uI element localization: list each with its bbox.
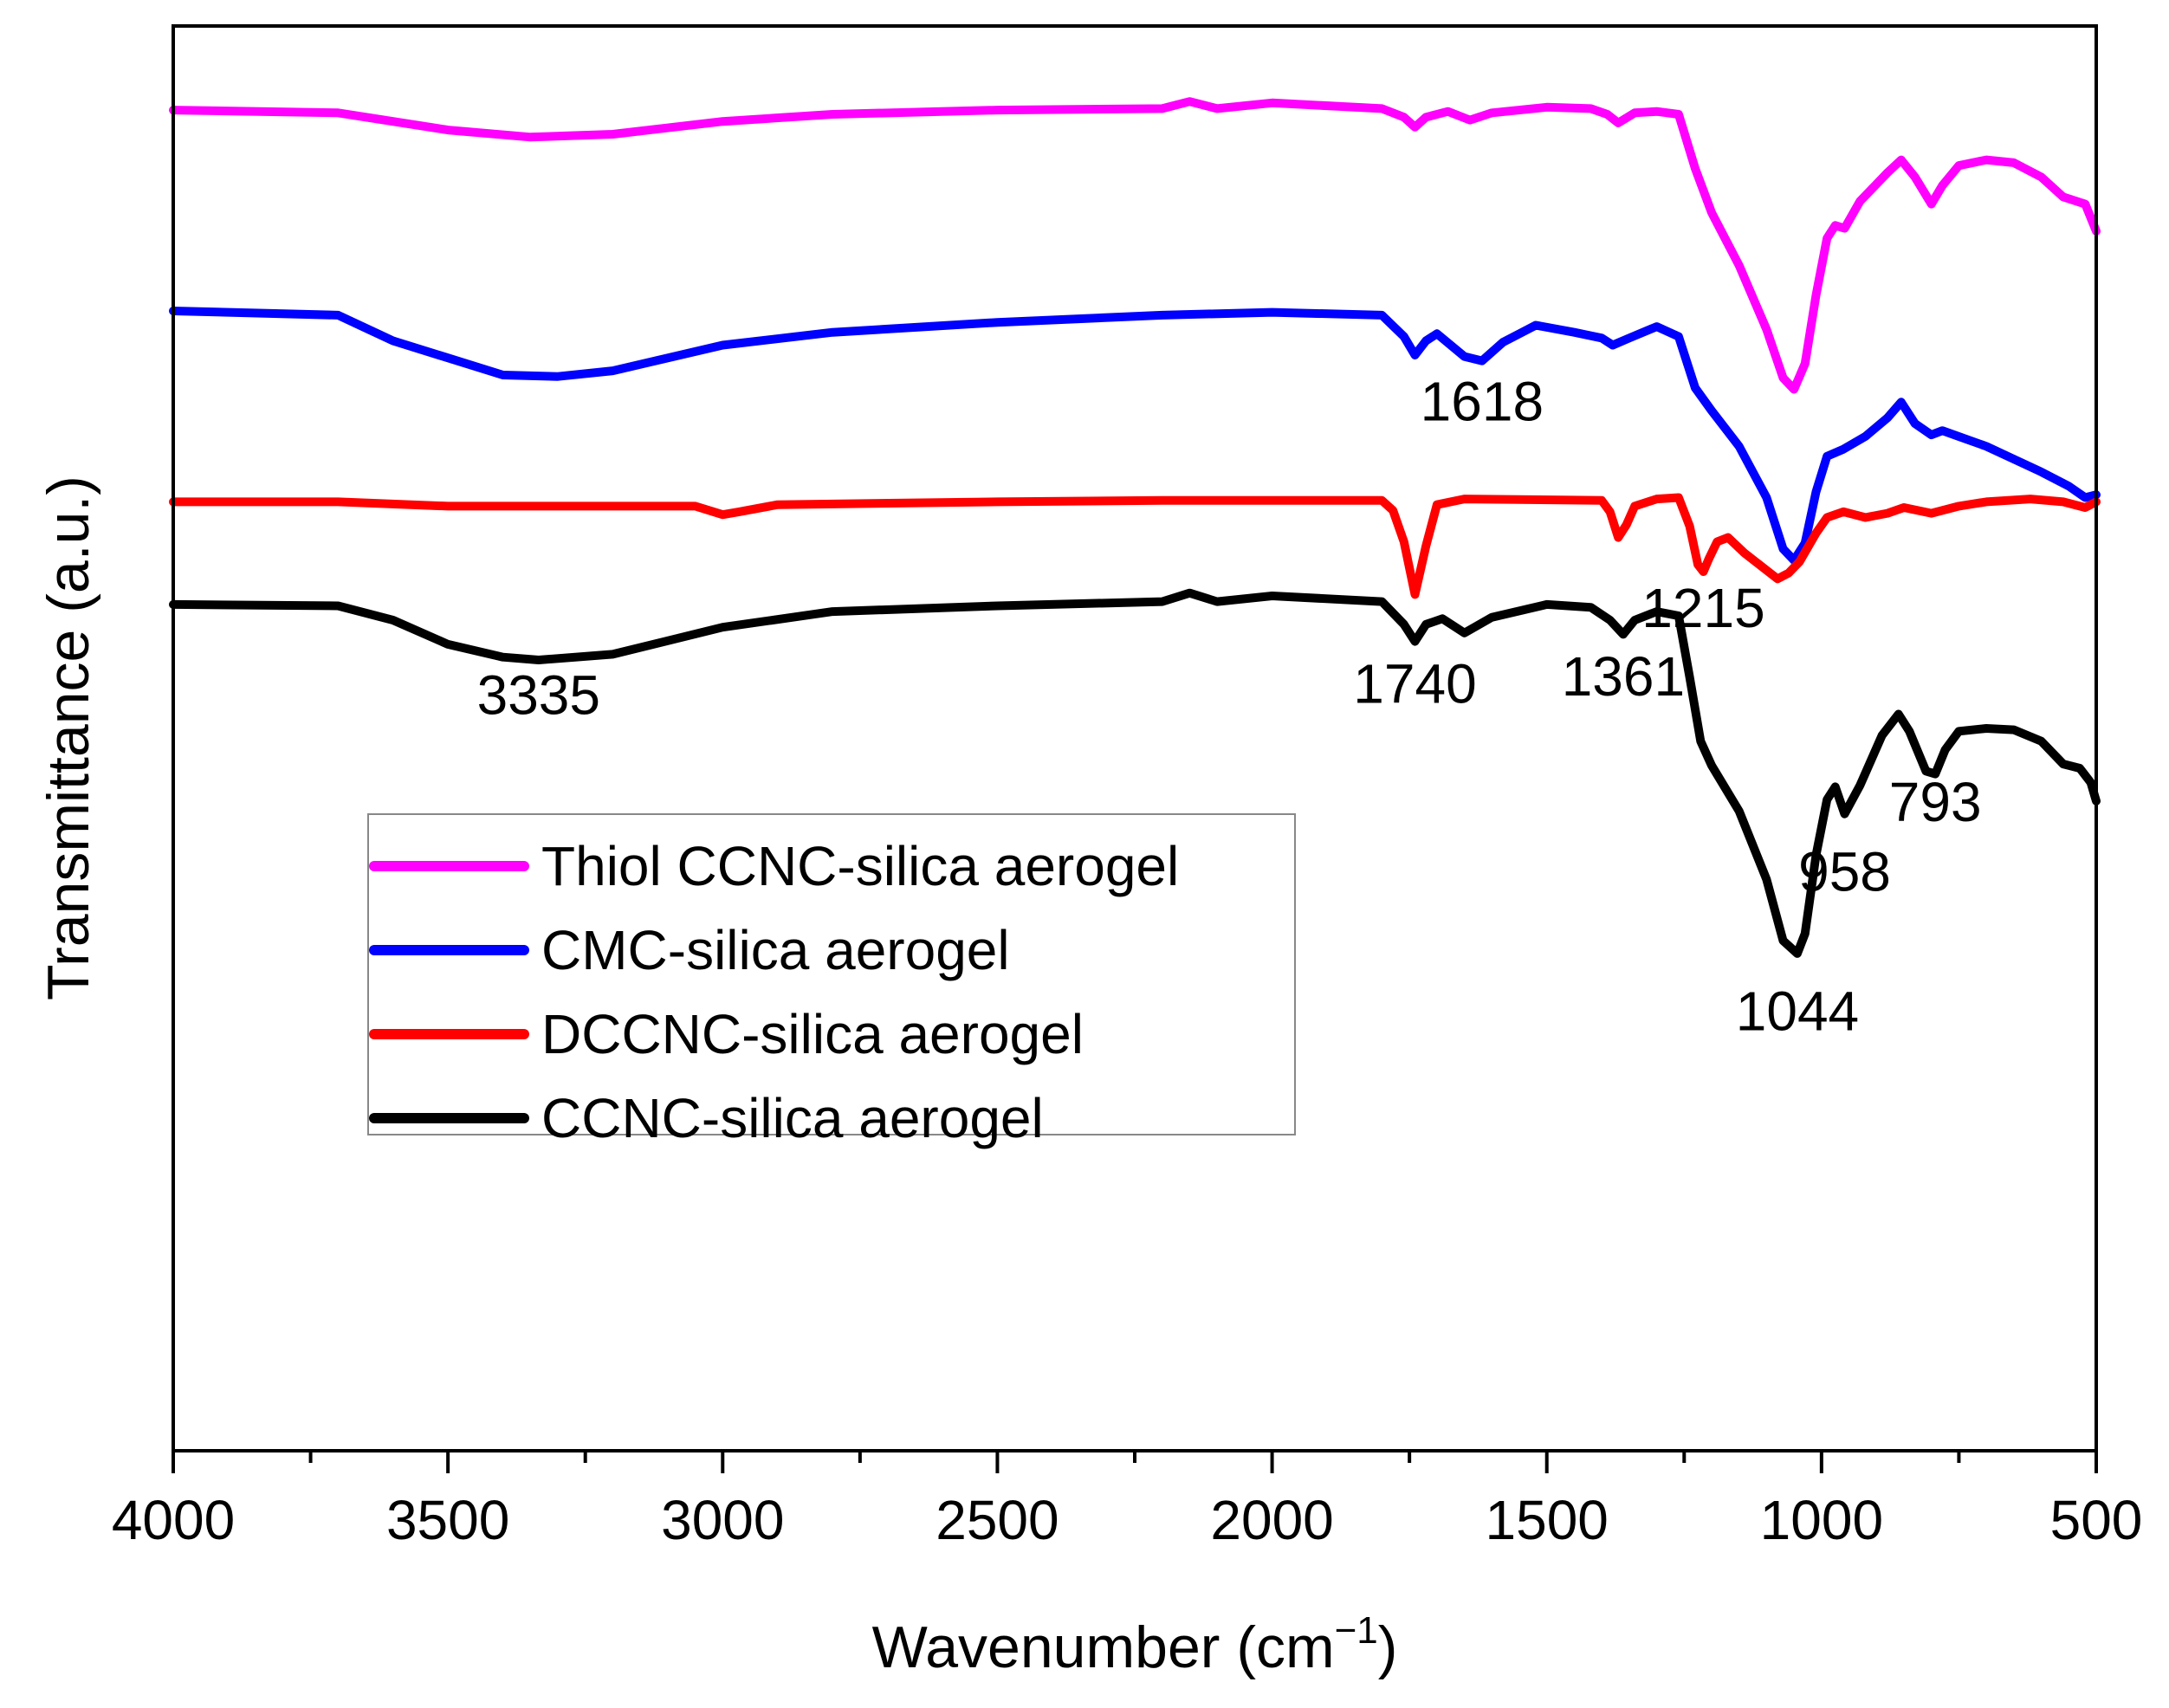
x-tick-label: 2000 — [1210, 1489, 1333, 1551]
x-axis-tick-labels: 4000 3500 3000 2500 2000 1500 1000 500 — [112, 1489, 2143, 1551]
x-axis-title-close: ) — [1378, 1614, 1398, 1680]
series-line-1 — [169, 97, 2101, 394]
x-axis-title-superscript: −1 — [1335, 1609, 1378, 1652]
legend-label-4: CCNC-silica aerogel — [541, 1087, 1044, 1149]
x-tick-label: 2500 — [936, 1489, 1059, 1551]
peak-label-1215: 1215 — [1641, 577, 1764, 639]
legend-label-1: Thiol CCNC-silica aerogel — [541, 835, 1179, 897]
peak-label-793: 793 — [1889, 771, 1982, 833]
peak-label-1618: 1618 — [1421, 371, 1544, 433]
series-line-2 — [169, 307, 2101, 565]
legend: Thiol CCNC-silica aerogel CMC-silica aero… — [367, 813, 1296, 1149]
peak-label-958: 958 — [1798, 841, 1891, 903]
y-axis-title: Transmittance (a.u.) — [36, 476, 101, 1000]
series-layer — [169, 97, 2101, 958]
peak-label-1740: 1740 — [1353, 652, 1476, 715]
legend-label-3: DCCNC-silica aerogel — [541, 1003, 1084, 1065]
x-tick-label: 500 — [2050, 1489, 2143, 1551]
x-tick-label: 3000 — [661, 1489, 784, 1551]
x-tick-label: 4000 — [112, 1489, 235, 1551]
series-line-3 — [169, 493, 2101, 599]
x-axis-title-main: Wavenumber (cm — [872, 1614, 1335, 1680]
x-axis-title: Wavenumber (cm−1) — [872, 1609, 1398, 1680]
x-tick-label: 1000 — [1760, 1489, 1883, 1551]
x-tick-label: 3500 — [386, 1489, 509, 1551]
peak-label-1361: 1361 — [1562, 645, 1685, 708]
peak-label-1044: 1044 — [1736, 980, 1859, 1043]
peak-label-3335: 3335 — [477, 664, 600, 727]
x-axis-ticks — [172, 1451, 2098, 1473]
series-line-4 — [169, 588, 2101, 958]
x-tick-label: 1500 — [1486, 1489, 1609, 1551]
legend-label-2: CMC-silica aerogel — [541, 919, 1010, 981]
legend-items: Thiol CCNC-silica aerogel CMC-silica aero… — [369, 835, 1179, 1149]
